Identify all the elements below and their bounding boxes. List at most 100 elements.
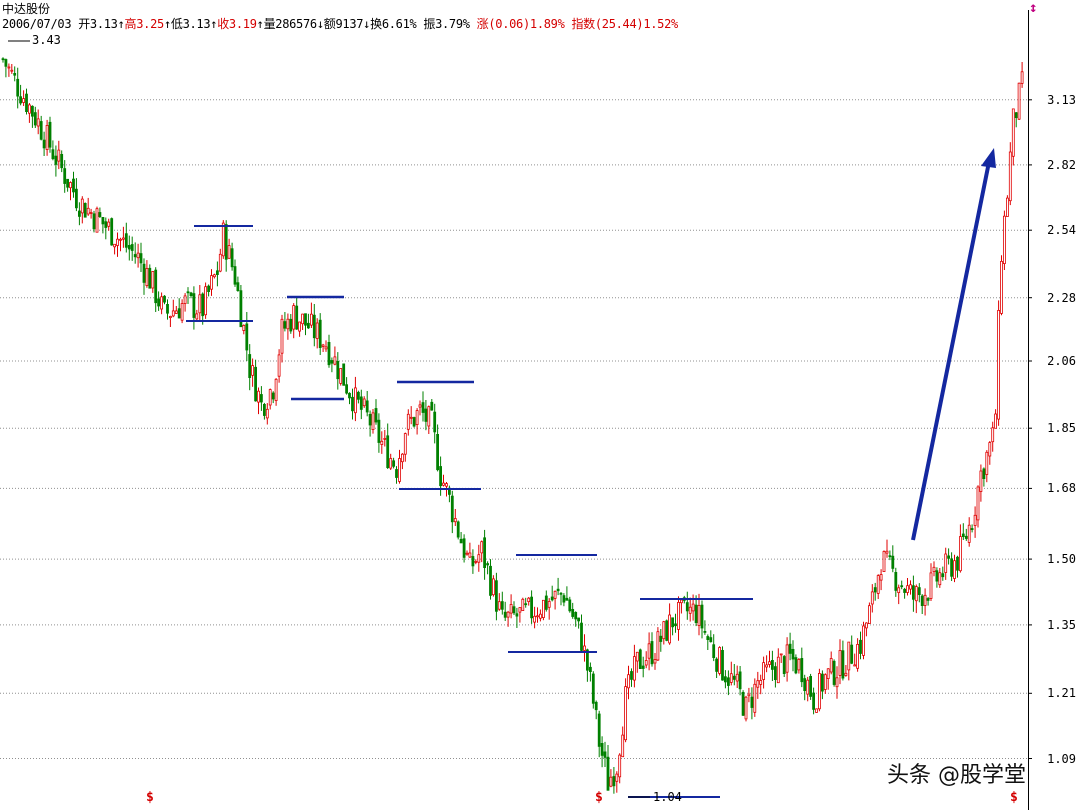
candle-down	[262, 403, 266, 416]
candle-down	[330, 360, 334, 364]
candle-down	[612, 776, 616, 787]
stock-name: 中达股份	[2, 2, 51, 16]
candle-up	[882, 551, 886, 573]
y-tick-label: 1.50	[1047, 552, 1076, 567]
candle-up	[829, 658, 833, 673]
y-tick-label: 3.13	[1047, 92, 1076, 107]
candle-up	[198, 294, 202, 314]
candle-up	[967, 524, 971, 543]
candle-up	[95, 208, 99, 233]
candle-up	[400, 453, 404, 463]
volume-label: 量	[263, 17, 276, 31]
candle-down	[239, 290, 243, 328]
candle-up	[218, 253, 222, 272]
candle-down	[568, 599, 572, 612]
candle-down	[245, 323, 249, 351]
candle-up	[324, 346, 328, 350]
candle-down	[659, 635, 663, 642]
candle-down	[586, 649, 589, 671]
candle-down	[124, 233, 128, 248]
candle-down	[489, 565, 492, 596]
y-tick-label: 2.82	[1047, 157, 1076, 172]
candle-down	[580, 622, 583, 651]
candle-up	[277, 354, 281, 377]
candle-down	[483, 537, 487, 568]
candle-down	[574, 612, 578, 620]
candle-up	[474, 561, 478, 563]
candle-down	[544, 595, 548, 610]
candle-up	[468, 552, 472, 558]
candle-down	[771, 660, 774, 670]
candle-down	[201, 293, 205, 317]
candle-up	[497, 601, 501, 610]
candle-down	[700, 604, 704, 629]
candle-up	[10, 69, 14, 72]
candle-down	[665, 620, 669, 641]
candle-down	[935, 570, 939, 582]
event-marker-3[interactable]: $	[1010, 790, 1018, 805]
candle-down	[318, 319, 322, 349]
change-label: 涨	[476, 17, 489, 31]
candle-down	[186, 291, 190, 294]
candle-down	[606, 756, 610, 791]
y-tick-label: 1.85	[1047, 421, 1076, 436]
candle-down	[641, 665, 645, 669]
candle-up	[280, 318, 284, 354]
open-value: 3.13	[89, 17, 118, 31]
max-price-label: 3.43	[32, 33, 61, 47]
event-marker-2[interactable]: $	[595, 790, 603, 805]
candle-down	[289, 318, 293, 332]
candle-down	[377, 419, 381, 443]
candle-up	[533, 615, 536, 623]
candle-up	[536, 615, 539, 618]
candle-down	[926, 598, 930, 601]
candle-up	[776, 656, 780, 684]
candle-up	[298, 321, 302, 332]
y-tick-label: 1.35	[1047, 617, 1076, 632]
candle-down	[110, 218, 114, 246]
low-label: 低	[170, 17, 183, 31]
candle-down	[433, 411, 437, 433]
candle-up	[1017, 82, 1021, 120]
candle-down	[741, 692, 745, 716]
candle-down	[348, 392, 351, 399]
candle-down	[724, 676, 727, 683]
candle-up	[553, 590, 557, 599]
candle-up	[57, 149, 61, 162]
candle-down	[154, 269, 158, 304]
candle-up	[506, 611, 510, 618]
index-value: (25.44)1.52%	[594, 17, 678, 31]
close-label: 收	[217, 17, 229, 31]
candle-up	[729, 673, 733, 683]
change-value: (0.06)1.89%	[488, 17, 565, 31]
candle-down	[1, 58, 5, 61]
candle-down	[83, 202, 87, 218]
candle-down	[412, 417, 416, 427]
candle-up	[906, 585, 909, 593]
candle-down	[832, 660, 836, 685]
candle-up	[171, 310, 175, 317]
candle-down	[39, 121, 43, 140]
candle-up	[122, 237, 125, 240]
candle-down	[674, 623, 677, 627]
candle-down	[233, 266, 237, 285]
candle-down	[715, 658, 718, 672]
candle-down	[982, 468, 986, 479]
candle-up	[759, 680, 763, 685]
candle-up	[210, 275, 213, 290]
event-marker-1[interactable]: $	[146, 790, 154, 805]
scroll-arrows-icon[interactable]: ↕	[1029, 0, 1038, 16]
candle-down	[356, 391, 360, 400]
candle-down	[166, 303, 169, 314]
candle-down	[459, 538, 463, 544]
candle-down	[589, 666, 592, 672]
candle-down	[562, 595, 566, 603]
candle-up	[762, 662, 765, 680]
candle-down	[98, 212, 102, 217]
candle-up	[747, 693, 751, 697]
candle-up	[870, 591, 874, 605]
candle-up	[677, 602, 680, 630]
candle-up	[453, 518, 457, 523]
candle-up	[1011, 108, 1015, 157]
candle-up	[897, 587, 901, 593]
